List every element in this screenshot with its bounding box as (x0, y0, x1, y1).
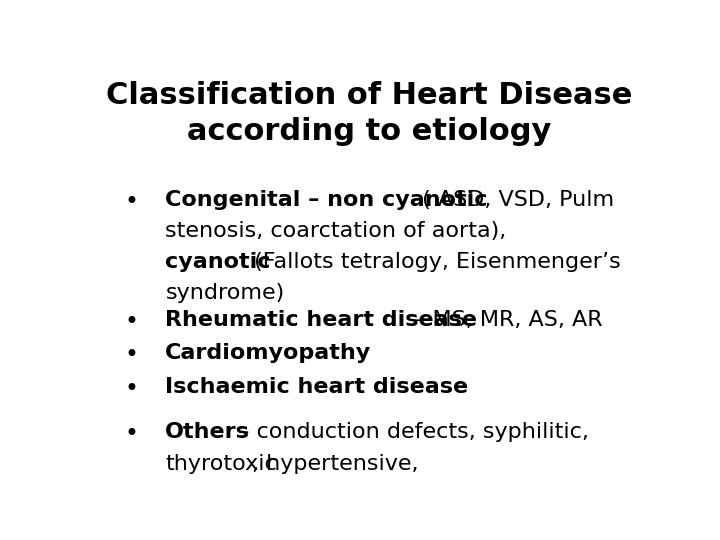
Text: syndrome): syndrome) (166, 283, 284, 303)
Text: •: • (125, 377, 139, 401)
Text: Congenital – non cyanotic: Congenital – non cyanotic (166, 190, 488, 210)
Text: •: • (125, 422, 139, 447)
Text: cyanotic: cyanotic (166, 252, 271, 272)
Text: Ischaemic heart disease: Ischaemic heart disease (166, 377, 469, 397)
Text: Rheumatic heart disease: Rheumatic heart disease (166, 310, 477, 330)
Text: , hypertensive,: , hypertensive, (252, 454, 418, 474)
Text: •: • (125, 190, 139, 213)
Text: •: • (125, 343, 139, 367)
Text: ( ASD, VSD, Pulm: ( ASD, VSD, Pulm (415, 190, 614, 210)
Text: Cardiomyopathy: Cardiomyopathy (166, 343, 372, 363)
Text: stenosis, coarctation of aorta),: stenosis, coarctation of aorta), (166, 221, 507, 241)
Text: thyrotoxic: thyrotoxic (166, 454, 277, 474)
Text: – conduction defects, syphilitic,: – conduction defects, syphilitic, (231, 422, 589, 442)
Text: Others: Others (166, 422, 251, 442)
Text: – MS, MR, AS, AR: – MS, MR, AS, AR (407, 310, 603, 330)
Text: (Fallots tetralogy, Eisenmenger’s: (Fallots tetralogy, Eisenmenger’s (247, 252, 621, 272)
Text: Classification of Heart Disease
according to etiology: Classification of Heart Disease accordin… (106, 82, 632, 146)
Text: •: • (125, 310, 139, 334)
